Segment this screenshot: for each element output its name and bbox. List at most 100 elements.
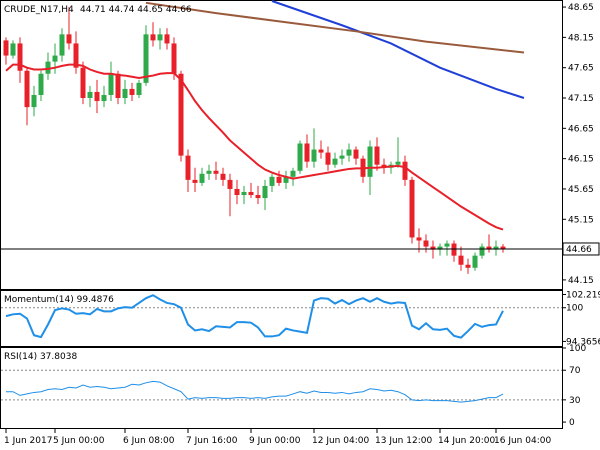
candle-body (24, 70, 30, 108)
candle-body (437, 246, 443, 250)
candle-body (451, 243, 457, 256)
chart-title-symbol: CRUDE_N17,H4 (4, 5, 74, 15)
time-tick-label: 16 Jun 04:00 (494, 436, 551, 446)
time-tick-label: 12 Jun 04:00 (312, 436, 369, 446)
momentum-panel-frame (0, 290, 563, 347)
ma-slow-line (145, 1, 525, 54)
candle-body (269, 176, 275, 186)
rsi-y-tick-label: 70 (569, 366, 581, 376)
momentum-y-tick-label: 94.3656 (566, 337, 600, 347)
candle-body (318, 149, 324, 153)
candle-body (108, 73, 114, 95)
candle-body (31, 94, 37, 108)
candle-body (458, 255, 464, 265)
candle-body (255, 195, 261, 199)
candle-body (45, 61, 51, 74)
candle-body (500, 246, 506, 249)
price-y-tick-label: 46.15 (568, 155, 594, 165)
candle-body (178, 73, 184, 156)
momentum-title: Momentum(14) 99.4876 (4, 295, 114, 305)
price-panel: 48.65 48.15 47.65 47.15 46.65 46.15 45.65 45.15… (1, 0, 600, 286)
candle-body (38, 73, 44, 95)
candle-body (339, 155, 345, 159)
momentum-y-tick-label: 100 (566, 304, 583, 314)
candle-body (157, 34, 163, 41)
candle-body (374, 146, 380, 165)
momentum-line (5, 294, 504, 339)
price-y-tick-label: 47.65 (568, 64, 594, 74)
price-y-tick-label: 44.15 (568, 276, 594, 286)
candle-body (304, 143, 310, 162)
candle-body (297, 143, 303, 171)
panel-frames (0, 0, 563, 429)
candle-body (423, 240, 429, 247)
candle-body (409, 179, 415, 238)
candle-body (136, 82, 142, 95)
price-y-tick-label: 48.65 (568, 3, 594, 13)
candle-body (66, 34, 72, 44)
candle-body (17, 43, 23, 71)
candle-body (367, 146, 373, 177)
candle-body (80, 67, 86, 99)
price-y-tick-label: 47.15 (568, 94, 594, 104)
candle-body (346, 149, 352, 156)
candle-body (206, 170, 212, 174)
candle-body (290, 170, 296, 177)
candle-body (465, 264, 471, 268)
candle-body (129, 88, 135, 95)
rsi-line (6, 380, 504, 403)
candle-body (220, 173, 226, 180)
candle-body (402, 161, 408, 180)
time-tick-label: 14 Jun 20:00 (438, 436, 495, 446)
candle-body (185, 155, 191, 180)
candle-body (479, 246, 485, 256)
momentum-y-tick-label: 102.2194 (566, 290, 600, 300)
time-tick-label: 1 Jun 2017 (4, 436, 52, 446)
candle-body (430, 246, 436, 250)
candle-body (262, 185, 268, 199)
rsi-y-tick-label: 30 (569, 396, 581, 406)
candle-body (311, 149, 317, 162)
time-axis: 1 Jun 2017 5 Jun 00:00 6 Jun 08:00 7 Jun 16… (4, 428, 551, 446)
candle-body (101, 94, 107, 102)
candle-body (94, 91, 100, 102)
candle-body (332, 158, 338, 165)
candle-body (122, 88, 128, 99)
price-panel-frame (0, 0, 563, 290)
candle-body (472, 255, 478, 268)
time-tick-label: 9 Jun 00:00 (249, 436, 301, 446)
ma-fast-line (5, 63, 504, 231)
candle-body (87, 91, 93, 99)
candle-body (227, 179, 233, 189)
candle-body (353, 149, 359, 159)
rsi-y-tick-label: 100 (569, 344, 586, 354)
candle-body (115, 73, 121, 99)
current-price-box (562, 242, 600, 256)
candle-body (143, 34, 149, 83)
rsi-y-tick-label: 0 (569, 418, 575, 428)
candle-body (248, 191, 254, 196)
price-y-tick-label: 46.65 (568, 124, 594, 134)
time-tick-label: 5 Jun 00:00 (53, 436, 105, 446)
candle-body (234, 188, 240, 196)
time-tick-label: 6 Jun 08:00 (123, 436, 175, 446)
candle-body (52, 55, 58, 62)
candle-body (325, 152, 331, 165)
momentum-panel: 102.2194 100 94.3656 (1, 290, 600, 347)
candle-body (395, 161, 401, 165)
price-y-tick-label: 45.65 (568, 185, 594, 195)
candle-body (164, 34, 170, 44)
candle-body (416, 237, 422, 241)
candle-body (213, 170, 219, 174)
rsi-panel-frame (0, 347, 563, 429)
candle-body (493, 246, 499, 250)
candle-body (444, 243, 450, 247)
price-y-tick-label: 45.15 (568, 215, 594, 225)
candle-body (276, 176, 282, 183)
ma-mid-line (271, 0, 525, 99)
time-tick-label: 13 Jun 12:00 (375, 436, 432, 446)
candle-body (171, 43, 177, 74)
candle-body (59, 34, 65, 56)
candle-body (486, 246, 492, 250)
